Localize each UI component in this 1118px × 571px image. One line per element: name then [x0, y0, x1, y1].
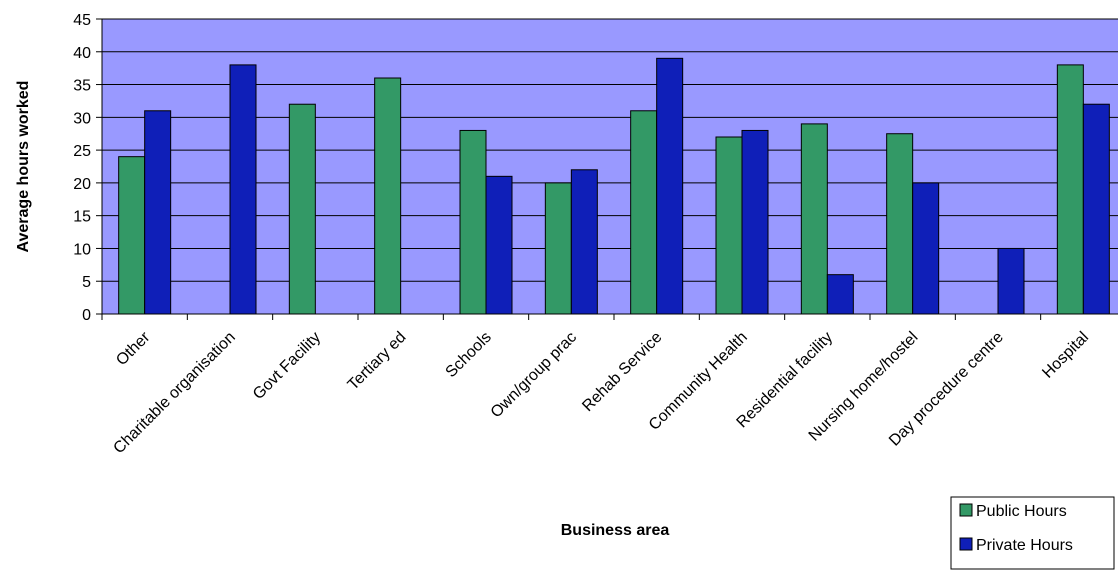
x-tick-label: Other: [113, 328, 154, 369]
bar-private: [1082, 103, 1110, 315]
bar-private: [997, 247, 1025, 315]
legend-label-private: Private Hours: [976, 537, 1073, 554]
bar-private: [144, 110, 172, 315]
y-tick-label: 0: [82, 307, 91, 324]
legend: Public Hours Private Hours: [950, 496, 1115, 570]
y-tick-label: 15: [73, 209, 91, 226]
legend-swatch-private: [959, 537, 973, 551]
bar-public: [715, 136, 743, 315]
y-tick-labels: 0 5 10 15 20 25 30 35 40 45: [73, 12, 91, 324]
bars: [118, 57, 1110, 315]
y-tick-label: 10: [73, 241, 91, 258]
bar-public: [118, 156, 146, 315]
bar-private: [485, 175, 513, 315]
bar-private: [229, 64, 257, 315]
y-tick-label: 45: [73, 12, 91, 29]
y-tick-label: 35: [73, 78, 91, 95]
x-tick-label: Hospital: [1039, 329, 1092, 382]
x-tick-label: Schools: [443, 329, 495, 381]
plot-area: [101, 18, 1118, 315]
bar-private: [826, 274, 854, 315]
y-tick-label: 25: [73, 143, 91, 160]
bar-private: [570, 169, 598, 315]
bar-private: [741, 129, 769, 315]
y-tick-label: 5: [82, 274, 91, 291]
bar-public: [288, 103, 316, 315]
legend-label-public: Public Hours: [976, 503, 1067, 520]
x-tick-label: Govt Facility: [250, 329, 324, 403]
bar-public: [886, 133, 914, 315]
bar-private: [656, 57, 684, 315]
bar-public: [374, 77, 402, 315]
bar-public: [800, 123, 828, 315]
axes: [96, 18, 1118, 320]
bar-public: [1056, 64, 1084, 315]
x-tick-label: Residential facility: [734, 329, 837, 432]
x-tick-label: Own/group prac: [488, 329, 581, 422]
x-tick-label: Tertiary ed: [345, 329, 410, 394]
legend-box: [950, 496, 1115, 570]
bar-private: [912, 182, 940, 315]
y-tick-label: 30: [73, 110, 91, 127]
legend-swatch-public: [959, 503, 973, 517]
y-tick-label: 20: [73, 176, 91, 193]
y-axis-title: Average hours worked: [15, 81, 32, 253]
bar-public: [630, 110, 658, 315]
y-tick-label: 40: [73, 45, 91, 62]
gridlines: [102, 18, 1118, 282]
x-axis-title: Business area: [561, 522, 670, 539]
x-tick-label: Rehab Service: [579, 329, 665, 415]
bar-public: [459, 129, 487, 315]
bar-public: [544, 182, 572, 315]
